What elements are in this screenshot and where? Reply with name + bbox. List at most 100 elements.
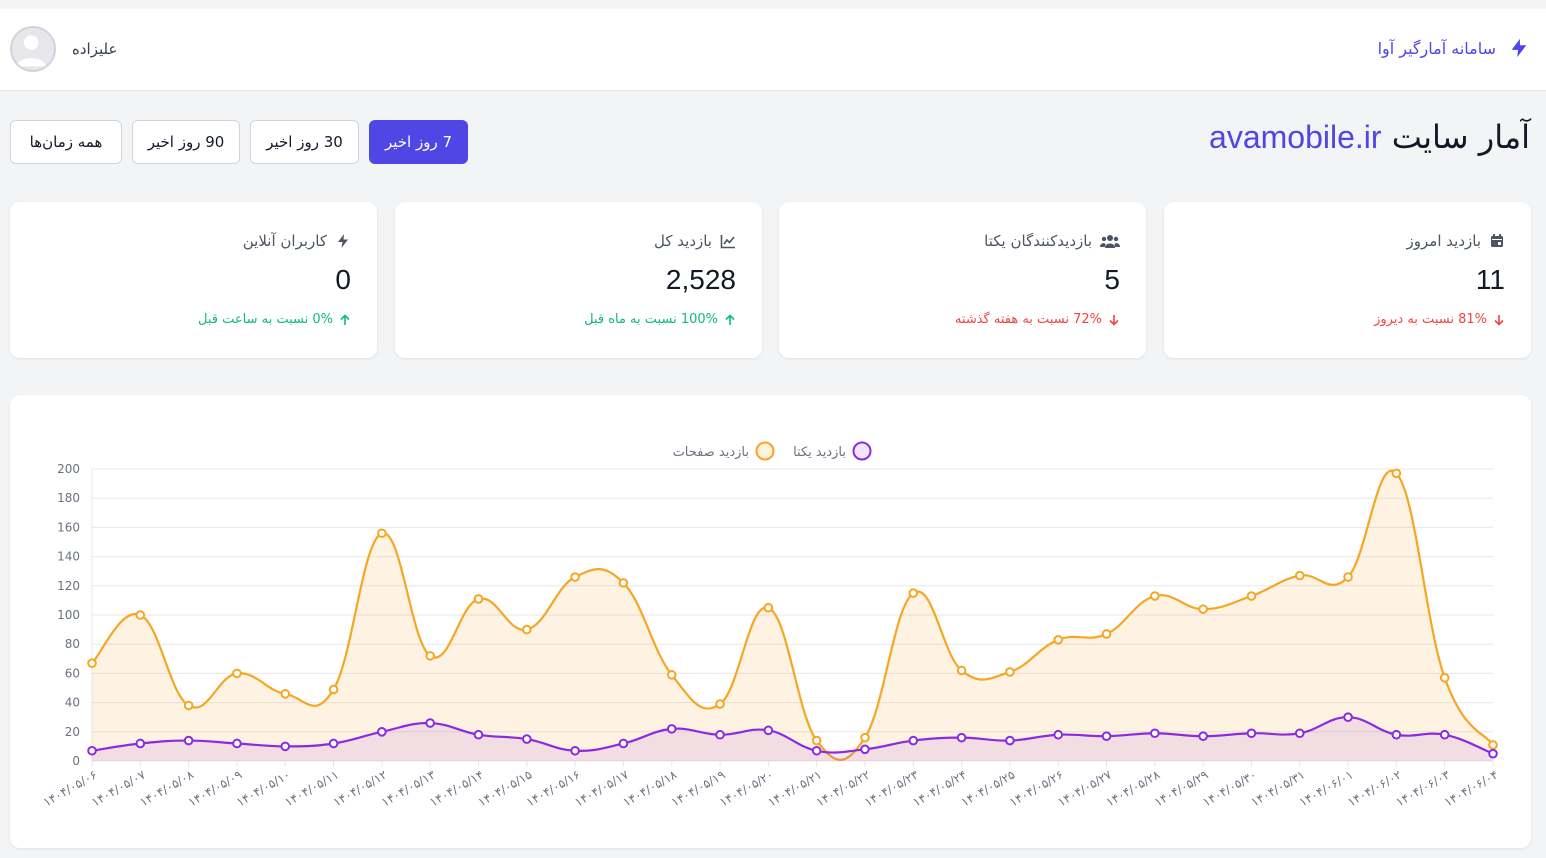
card-title: بازدید امروز <box>1406 232 1481 250</box>
series-page-views-point <box>811 735 822 746</box>
filter-7-days-button[interactable]: 7 روز اخیر <box>369 120 468 164</box>
series-unique-visits-point <box>232 738 242 749</box>
x-tick-label: ۱۴۰۴/۰۵/۲۴ <box>910 767 969 809</box>
series-page-views-point <box>1150 591 1160 601</box>
series-unique-visits-point <box>1053 729 1064 740</box>
series-page-views-point <box>1294 570 1305 581</box>
series-page-views-area <box>92 470 1493 761</box>
series-page-views-point <box>763 602 774 613</box>
series-page-views-point <box>860 732 870 743</box>
filter-90-days-button[interactable]: 90 روز اخیر <box>132 120 240 164</box>
stat-card-today: بازدید امروز 11 81% نسبت به دیروز <box>1164 202 1531 358</box>
series-unique-visits-point <box>570 745 580 756</box>
series-page-views-point <box>183 700 194 711</box>
card-title: بازدیدکنندگان یکتا <box>984 232 1092 250</box>
x-tick-label: ۱۴۰۴/۰۵/۰۸ <box>137 767 196 809</box>
legend-label: بازدید صفحات <box>673 445 749 460</box>
x-tick-label: ۱۴۰۴/۰۶/۰۱ <box>1297 767 1356 809</box>
series-unique-visits-point <box>1294 728 1305 739</box>
filter-all-time-button[interactable]: همه زمان‌ها <box>10 120 122 164</box>
card-value: 0 <box>335 264 351 295</box>
filter-30-days-button[interactable]: 30 روز اخیر <box>250 120 359 164</box>
series-page-views-point <box>473 594 484 604</box>
series-unique-visits-point <box>425 718 435 728</box>
y-tick-label: 0 <box>72 754 80 768</box>
x-tick-label: ۱۴۰۴/۰۵/۰۶ <box>41 767 100 809</box>
x-tick-label: ۱۴۰۴/۰۵/۱۱ <box>282 767 341 809</box>
bolt-icon <box>338 234 348 248</box>
x-tick-label: ۱۴۰۴/۰۵/۲۵ <box>959 767 1018 809</box>
x-tick-label: ۱۴۰۴/۰۵/۲۱ <box>765 767 824 809</box>
series-unique-visits-point <box>763 725 774 736</box>
top-strip <box>0 0 1546 9</box>
series-unique-visits-point <box>956 732 967 743</box>
series-unique-visits-point <box>183 735 194 746</box>
page-title: آمار سایت avamobile.ir <box>1209 118 1530 156</box>
x-tick-label: ۱۴۰۴/۰۵/۱۰ <box>234 767 293 809</box>
x-tick-label: ۱۴۰۴/۰۵/۲۶ <box>1007 767 1066 809</box>
card-value: 11 <box>1475 264 1505 295</box>
y-tick-label: 100 <box>57 608 80 622</box>
y-tick-label: 160 <box>57 520 80 534</box>
x-tick-label: ۱۴۰۴/۰۵/۳۰ <box>1200 767 1259 809</box>
trend-indicator: 72% نسبت به هفته گذشته <box>955 312 1120 327</box>
series-page-views-point <box>666 670 677 680</box>
user-menu[interactable]: علیزاده <box>10 26 117 72</box>
stat-card-unique-visitors: بازدیدکنندگان یکتا 5 72% نسبت به هفته گذ… <box>779 202 1146 358</box>
y-tick-label: 140 <box>57 550 80 564</box>
y-tick-label: 40 <box>65 696 80 710</box>
series-unique-visits-point <box>1198 731 1208 741</box>
y-tick-label: 80 <box>65 637 80 651</box>
brand-link[interactable]: سامانه آمارگیر آوا <box>1378 37 1530 59</box>
y-tick-label: 120 <box>57 579 80 593</box>
series-page-views-point <box>1198 604 1208 614</box>
x-tick-label: ۱۴۰۴/۰۵/۲۲ <box>814 767 873 809</box>
series-unique-visits-point <box>1005 735 1015 746</box>
series-unique-visits-point <box>1101 731 1112 741</box>
users-icon <box>1100 235 1120 248</box>
series-page-views-point <box>280 689 291 699</box>
chart-line-icon <box>720 235 735 249</box>
series-page-views-point <box>1343 572 1353 582</box>
y-tick-label: 20 <box>65 725 80 739</box>
calendar-icon <box>1491 234 1503 247</box>
card-value: 5 <box>1104 264 1120 295</box>
x-tick-label: ۱۴۰۴/۰۶/۰۳ <box>1394 767 1453 809</box>
x-tick-label: ۱۴۰۴/۰۶/۰۴ <box>1442 767 1501 809</box>
arrow-up-icon <box>340 313 350 325</box>
visits-chart-card: 0 20 40 60 80 100 120 140 160 180 200 ۱۴۰۴/۰۵/۰۶ ۱۴۰… <box>10 395 1531 848</box>
x-tick-label: ۱۴۰۴/۰۵/۲۷ <box>1055 767 1114 809</box>
user-silhouette-icon <box>16 35 46 67</box>
series-unique-visits-point <box>1343 712 1353 723</box>
series-page-views-point <box>425 651 435 661</box>
series-page-views-point <box>956 665 967 676</box>
arrow-up-icon <box>725 313 735 325</box>
user-name: علیزاده <box>72 40 118 58</box>
series-unique-visits-area <box>92 717 1493 761</box>
x-tick-label: ۱۴۰۴/۰۵/۲۹ <box>1152 767 1211 809</box>
series-page-views-point <box>1246 591 1257 601</box>
series-unique-visits-point <box>377 727 387 737</box>
x-tick-label: ۱۴۰۴/۰۵/۰۷ <box>89 767 148 809</box>
x-tick-label: ۱۴۰۴/۰۵/۳۱ <box>1249 767 1308 809</box>
stat-card-online-users: کاربران آنلاین 0 0% نسبت به ساعت قبل <box>10 202 377 358</box>
legend-marker <box>852 441 872 461</box>
series-unique-visits-point <box>473 729 484 740</box>
arrow-down-icon <box>1109 314 1119 326</box>
series-page-views-point <box>1391 468 1402 479</box>
avatar[interactable] <box>10 26 56 72</box>
series-page-views-point <box>377 528 387 539</box>
series-unique-visits-point <box>811 745 822 756</box>
series-page-views-point <box>618 578 629 588</box>
x-tick-label: ۱۴۰۴/۰۶/۰۲ <box>1345 767 1404 809</box>
x-tick-label: ۱۴۰۴/۰۵/۱۶ <box>524 767 583 809</box>
y-tick-label: 180 <box>57 491 80 505</box>
x-tick-label: ۱۴۰۴/۰۵/۲۸ <box>1104 767 1163 809</box>
series-unique-visits-point <box>1246 728 1257 739</box>
series-page-views-point <box>1488 740 1498 750</box>
series-page-views-point <box>1005 667 1015 677</box>
series-page-views-point <box>1053 635 1064 645</box>
series-page-views-point <box>1101 629 1112 639</box>
x-tick-label: ۱۴۰۴/۰۵/۱۸ <box>621 767 680 809</box>
series-unique-visits-point <box>618 738 629 749</box>
